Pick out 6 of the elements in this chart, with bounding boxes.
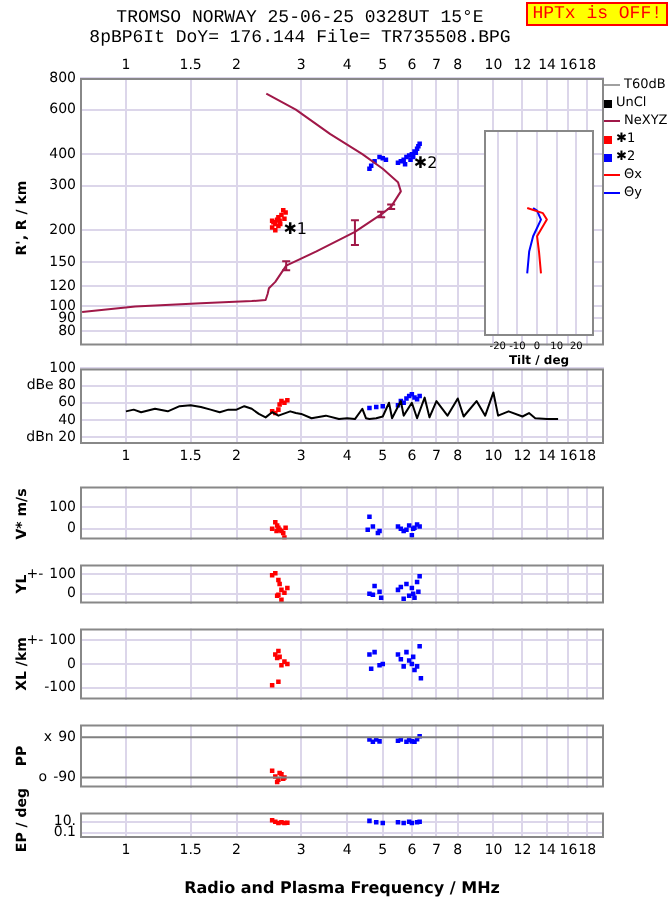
annotation: ✱2 [413,154,438,173]
annotation: ✱1 [283,220,308,239]
chart-title: TROMSO NORWAY 25-06-25 0328UT 15°E [116,8,484,28]
chart-subtitle: 8pBP6It DoY= 176.144 File= TR735508.BPG [87,28,513,48]
x-axis-title: Radio and Plasma Frequency / MHz [184,878,501,897]
text: HPTx is OFF! [526,2,668,26]
